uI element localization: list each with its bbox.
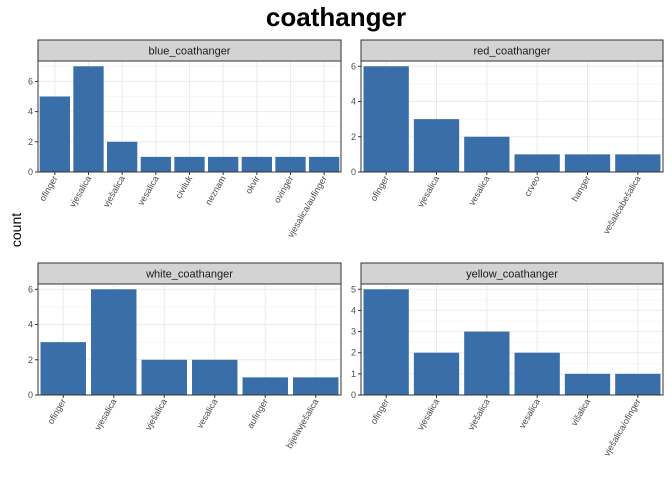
x-tick-label: vješalica/ofinger	[602, 397, 643, 458]
bar-ofinger	[363, 289, 409, 395]
y-tick-label: 4	[351, 305, 356, 315]
bar-vješalica	[107, 141, 138, 172]
y-tick-label: 4	[28, 107, 33, 117]
y-tick-label: 0	[28, 167, 33, 177]
bar-vesalica	[140, 156, 171, 172]
x-tick-label: vesalica	[467, 174, 492, 207]
bar-ofinger	[363, 66, 409, 172]
panel-border	[360, 283, 664, 396]
bar-vjesalica/aufinger	[309, 156, 340, 172]
y-tick-label: 2	[351, 132, 356, 142]
x-tick-label: vješalica	[101, 174, 127, 209]
y-tick-label: 2	[351, 348, 356, 358]
x-tick-label: vjesalica	[93, 397, 119, 432]
x-tick-label: ofinger	[46, 397, 68, 426]
facet-strip-label: yellow_coathanger	[466, 269, 558, 281]
y-tick-label: 2	[28, 137, 33, 147]
facet-strip-label: blue_coathanger	[149, 46, 231, 58]
y-tick-label: 0	[28, 390, 33, 400]
bar-vjesalica	[413, 352, 460, 395]
bar-vjesalica	[91, 289, 137, 395]
y-tick-label: 1	[351, 369, 356, 379]
chart-title: coathanger	[265, 2, 407, 32]
x-tick-label: vjesalica	[67, 174, 93, 209]
bar-vesalica	[192, 359, 238, 395]
bar-civiluk	[174, 156, 205, 172]
bar-vješalica/ofinger	[615, 373, 661, 395]
x-tick-label: vjesalica	[415, 397, 441, 432]
x-tick-label: okvir	[243, 174, 261, 195]
y-tick-label: 0	[351, 167, 356, 177]
bar-ofinger	[40, 342, 86, 395]
bar-ofinger	[39, 96, 70, 172]
bar-ovinger	[275, 156, 306, 172]
bar-vesalica	[514, 352, 560, 395]
y-tick-label: 6	[28, 76, 33, 86]
x-tick-label: bijelavješalica	[284, 397, 320, 450]
panel-border	[37, 283, 342, 396]
bar-okvir	[241, 156, 272, 172]
x-tick-label: ovinger	[272, 174, 295, 205]
y-tick-label: 6	[28, 284, 33, 294]
x-tick-label: vešalicabešalica	[601, 174, 642, 236]
panel-background	[38, 284, 341, 395]
y-tick-label: 4	[28, 320, 33, 330]
x-tick-label: vješalica	[143, 397, 169, 432]
x-tick-label: hanger	[570, 174, 593, 203]
x-tick-label: ofinger	[368, 174, 390, 203]
bar-bijelavješalica	[293, 377, 339, 395]
x-tick-label: vesalica	[195, 397, 220, 430]
bar-vješalica	[464, 331, 510, 395]
facet-strip-label: white_coathanger	[145, 269, 233, 281]
y-tick-label: 4	[351, 97, 356, 107]
panel-background	[361, 61, 663, 172]
y-tick-label: 2	[28, 355, 33, 365]
bar-vesalica	[464, 136, 510, 172]
x-tick-label: vesalica	[517, 397, 542, 430]
x-tick-label: civiluk	[173, 174, 194, 201]
y-tick-label: 0	[351, 390, 356, 400]
panel-border	[360, 60, 664, 173]
x-tick-label: vjesalica	[415, 174, 441, 209]
y-tick-label: 3	[351, 327, 356, 337]
x-tick-label: ofinger	[368, 397, 390, 426]
bar-neznam	[208, 156, 239, 172]
bar-aufinger	[242, 377, 288, 395]
panel-background	[361, 284, 663, 395]
x-tick-label: vješalica	[466, 397, 492, 432]
y-tick-label: 6	[351, 61, 356, 71]
bar-vjesalica	[413, 119, 460, 172]
x-tick-label: višalica	[569, 397, 592, 428]
bar-višalica	[564, 373, 611, 395]
bar-vjesalica	[73, 66, 104, 172]
bar-crveo	[514, 154, 560, 172]
bar-hanger	[564, 154, 611, 172]
x-tick-label: aufinger	[245, 397, 270, 430]
x-tick-label: vesalica	[136, 174, 161, 207]
bar-vješalica	[141, 359, 187, 395]
bar-vešalicabešalica	[615, 154, 661, 172]
x-tick-label: crveo	[522, 174, 542, 198]
y-tick-label: 5	[351, 284, 356, 294]
facet-strip-label: red_coathanger	[473, 46, 550, 58]
x-tick-label: ofinger	[37, 174, 59, 203]
x-tick-label: neznam	[203, 174, 228, 207]
